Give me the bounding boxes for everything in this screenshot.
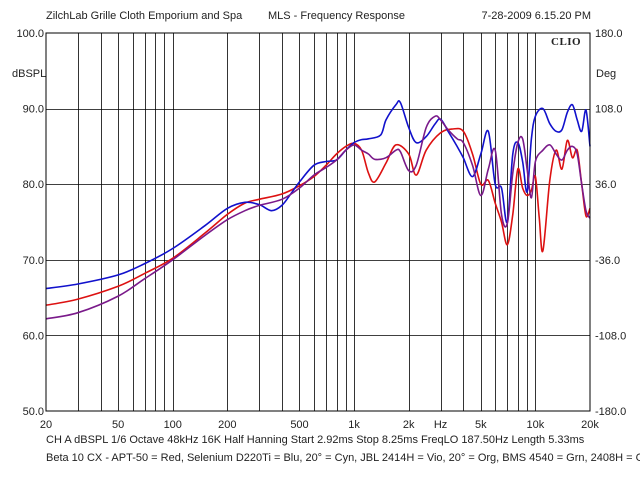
chart-series [45, 100, 591, 320]
x-tick-label: 50 [112, 419, 124, 431]
chart-grid [46, 33, 590, 411]
measurement-settings: CH A dBSPL 1/6 Octave 48kHz 16K Half Han… [46, 434, 585, 446]
x-tick-label: 20 [40, 419, 52, 431]
y-tick-label-right: -180.0 [595, 406, 626, 418]
y-tick-label-left: 100.0 [16, 28, 44, 40]
y-tick-label-right: 108.0 [595, 104, 623, 116]
x-tick-label: 200 [218, 419, 236, 431]
x-tick-label: 2k [403, 419, 415, 431]
header-chart-title: MLS - Frequency Response [268, 10, 405, 22]
header-left-title: ZilchLab Grille Cloth Emporium and Spa [46, 10, 243, 22]
x-tick-label: 100 [164, 419, 182, 431]
y-tick-label-left: 60.0 [23, 330, 44, 342]
y-tick-label-right: 36.0 [595, 179, 616, 191]
y-tick-label-left: 80.0 [23, 179, 44, 191]
y-tick-label-right: -36.0 [595, 255, 620, 267]
y-tick-label-right: -108.0 [595, 330, 626, 342]
y-tick-label-right: 180.0 [595, 28, 623, 40]
x-tick-label: 500 [290, 419, 308, 431]
y-axis-left-label: dBSPL [12, 68, 47, 80]
plot-frame [45, 32, 591, 412]
y-tick-label-left: 70.0 [23, 255, 44, 267]
series-line-vio [45, 115, 591, 320]
series-legend: Beta 10 CX - APT-50 = Red, Selenium D220… [46, 452, 640, 464]
x-tick-label: Hz [434, 419, 447, 431]
header-timestamp: 7-28-2009 6.15.20 PM [481, 10, 591, 22]
x-tick-label: 10k [527, 419, 545, 431]
x-tick-label: 1k [348, 419, 360, 431]
chart-tick-labels: 20 50 100 200 500 1k 2k Hz 5k 10k 20k 100.0 90.0 80.0… [16, 28, 626, 431]
series-line-blu [45, 100, 591, 290]
x-tick-label: 5k [475, 419, 487, 431]
y-axis-right-label: Deg [596, 68, 617, 80]
y-tick-label-left: 90.0 [23, 104, 44, 116]
y-tick-label-left: 50.0 [23, 406, 44, 418]
x-tick-label: 20k [581, 419, 599, 431]
clio-logo: CLIO [551, 36, 582, 48]
